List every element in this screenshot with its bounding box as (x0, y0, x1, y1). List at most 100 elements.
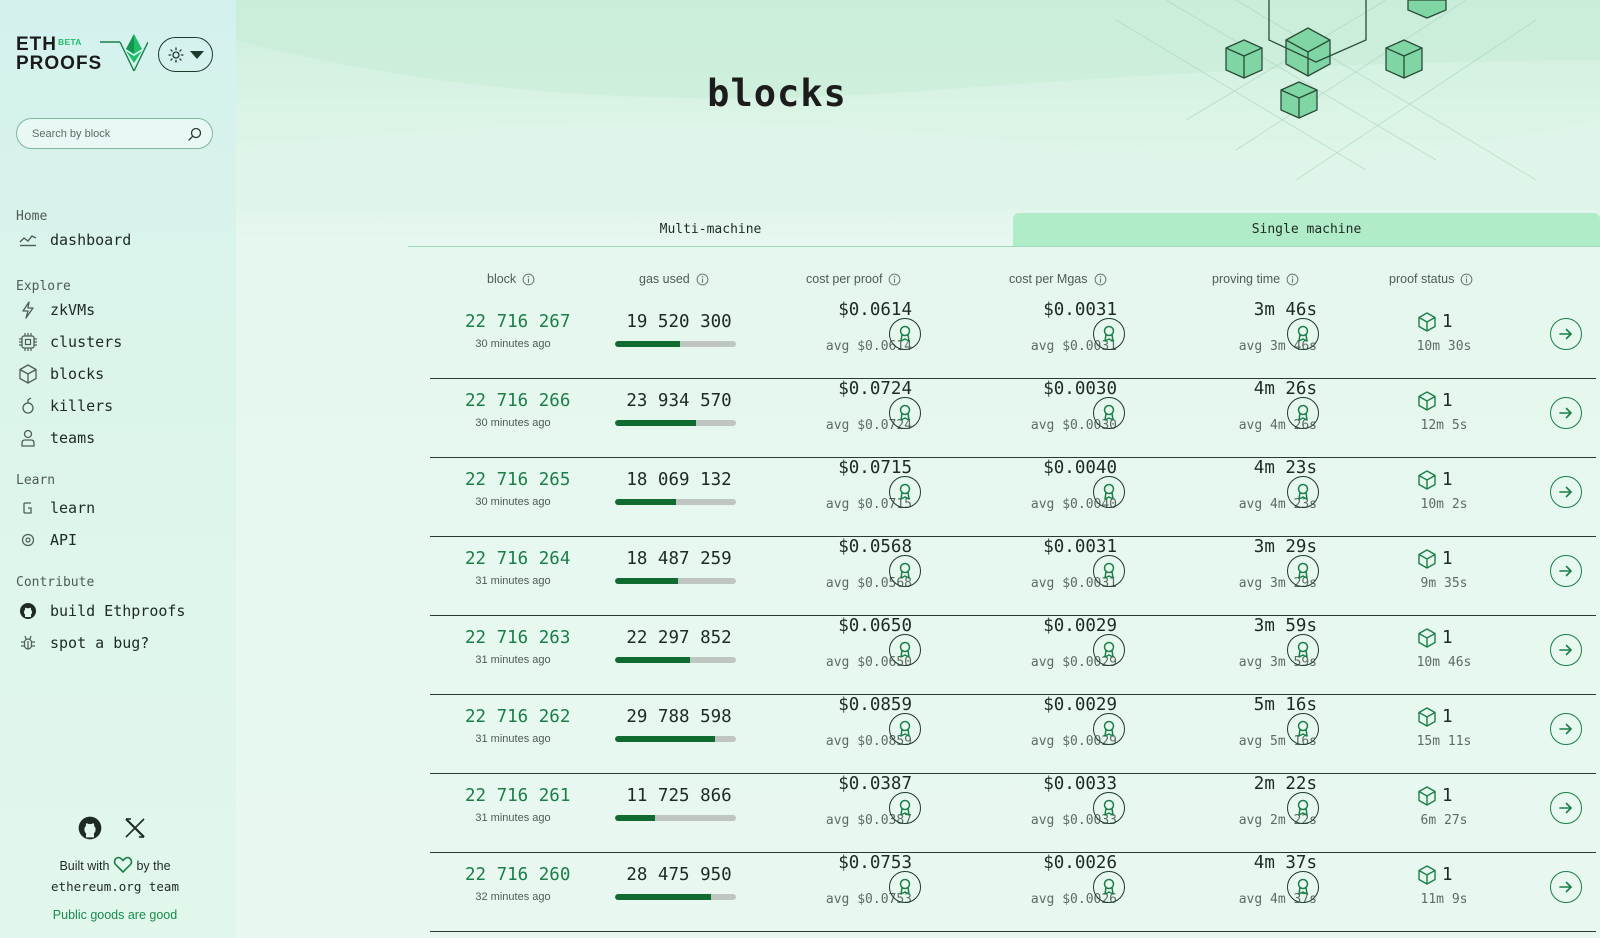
github-icon[interactable] (78, 816, 102, 840)
proof-count: 1 (1418, 470, 1488, 490)
view-block-button[interactable] (1550, 476, 1582, 508)
cost-per-mgas-award-button[interactable] (1093, 634, 1125, 666)
info-icon[interactable] (1460, 273, 1473, 286)
view-block-button[interactable] (1550, 397, 1582, 429)
proof-status-time: 10m 2s (1420, 497, 1468, 512)
proving-time-award-button[interactable] (1287, 476, 1319, 508)
block-number-link[interactable]: 22 716 260 (465, 865, 571, 885)
table-row[interactable]: 22 716 260 32 minutes ago 28 475 950 $0.… (430, 853, 1596, 932)
cpu-chip-icon (16, 330, 40, 354)
main-content (236, 0, 1600, 938)
block-number-link[interactable]: 22 716 262 (465, 707, 571, 727)
nav-item-teams[interactable]: teams (16, 424, 216, 452)
tab-single-machine[interactable]: Single machine (1013, 213, 1600, 246)
cost-per-proof-award-button[interactable] (889, 871, 921, 903)
column-header-block[interactable]: block (487, 272, 535, 286)
view-block-button[interactable] (1550, 555, 1582, 587)
theme-toggle-button[interactable] (158, 37, 213, 72)
block-number-link[interactable]: 22 716 261 (465, 786, 571, 806)
column-header-gas-used[interactable]: gas used (639, 272, 709, 286)
proving-time-award-button[interactable] (1287, 318, 1319, 350)
cost-per-proof-award-button[interactable] (889, 792, 921, 824)
cost-per-proof-award-button[interactable] (889, 397, 921, 429)
view-block-button[interactable] (1550, 713, 1582, 745)
cost-per-proof-award-button[interactable] (889, 713, 921, 745)
search-icon[interactable] (188, 127, 202, 141)
column-header-proof-status[interactable]: proof status (1389, 272, 1473, 286)
table-row[interactable]: 22 716 263 31 minutes ago 22 297 852 $0.… (430, 616, 1596, 695)
table-row[interactable]: 22 716 266 30 minutes ago 23 934 570 $0.… (430, 379, 1596, 458)
cost-per-mgas-award-button[interactable] (1093, 555, 1125, 587)
column-header-cost-per-mgas[interactable]: cost per Mgas (1009, 272, 1107, 286)
table-row[interactable]: 22 716 262 31 minutes ago 29 788 598 $0.… (430, 695, 1596, 774)
block-number-link[interactable]: 22 716 265 (465, 470, 571, 490)
table-row[interactable]: 22 716 267 30 minutes ago 19 520 300 $0.… (430, 300, 1596, 379)
cost-per-proof-value: $0.0715 (838, 458, 912, 478)
block-number-link[interactable]: 22 716 263 (465, 628, 571, 648)
proving-time-award-button[interactable] (1287, 713, 1319, 745)
nav-item-clusters[interactable]: clusters (16, 328, 216, 356)
column-header-proving-time[interactable]: proving time (1212, 272, 1299, 286)
gas-used-value: 22 297 852 (626, 628, 732, 648)
table-row[interactable]: 22 716 265 30 minutes ago 18 069 132 $0.… (430, 458, 1596, 537)
cube-icon (1418, 549, 1436, 569)
tab-multi-machine[interactable]: Multi-machine (659, 222, 762, 237)
view-block-button[interactable] (1550, 792, 1582, 824)
cost-per-mgas-award-button[interactable] (1093, 871, 1125, 903)
proof-count-value: 1 (1442, 470, 1453, 490)
ethereum-org-team-link[interactable]: ethereum.org team (51, 879, 179, 894)
nav-item-dashboard[interactable]: dashboard (16, 226, 216, 254)
column-header-cost-per-proof[interactable]: cost per proof (806, 272, 901, 286)
nav-item-spot-a-bug[interactable]: spot a bug? (16, 629, 216, 657)
block-number-link[interactable]: 22 716 264 (465, 549, 571, 569)
x-twitter-icon[interactable] (124, 817, 146, 839)
table-row[interactable]: 22 716 264 31 minutes ago 18 487 259 $0.… (430, 537, 1596, 616)
nav-item-zkvms[interactable]: zkVMs (16, 296, 216, 324)
sun-icon (167, 46, 184, 63)
nav-label-learn: learn (50, 499, 96, 517)
block-number-link[interactable]: 22 716 267 (465, 312, 571, 332)
proving-time-award-button[interactable] (1287, 634, 1319, 666)
info-icon[interactable] (1094, 273, 1107, 286)
info-icon[interactable] (1286, 273, 1299, 286)
nav-item-blocks[interactable]: blocks (16, 360, 216, 388)
cost-per-proof-award-button[interactable] (889, 555, 921, 587)
cost-per-proof-award-button[interactable] (889, 476, 921, 508)
award-icon (1103, 562, 1115, 579)
block-number-link[interactable]: 22 716 266 (465, 391, 571, 411)
nav-label-build-ethproofs: build Ethproofs (50, 602, 186, 620)
proving-time-award-button[interactable] (1287, 792, 1319, 824)
nav-item-learn[interactable]: learn (16, 494, 216, 522)
info-icon[interactable] (696, 273, 709, 286)
cost-per-proof-avg: avg $0.0724 (825, 418, 912, 433)
cube-icon (1418, 470, 1436, 490)
cost-per-mgas-award-button[interactable] (1093, 713, 1125, 745)
cost-per-mgas-award-button[interactable] (1093, 397, 1125, 429)
view-block-button[interactable] (1550, 318, 1582, 350)
cost-per-mgas-award-button[interactable] (1093, 476, 1125, 508)
view-block-button[interactable] (1550, 634, 1582, 666)
cost-per-proof-avg: avg $0.0715 (825, 497, 912, 512)
info-icon[interactable] (888, 273, 901, 286)
proving-time-award-button[interactable] (1287, 871, 1319, 903)
cost-per-mgas-award-button[interactable] (1093, 792, 1125, 824)
nav-item-build-ethproofs[interactable]: build Ethproofs (16, 597, 216, 625)
proving-time-award-button[interactable] (1287, 555, 1319, 587)
search-input[interactable] (32, 127, 188, 140)
info-icon[interactable] (522, 273, 535, 286)
proving-time-award-button[interactable] (1287, 397, 1319, 429)
cost-per-proof-award-button[interactable] (889, 634, 921, 666)
nav-item-api[interactable]: API (16, 526, 216, 554)
view-block-button[interactable] (1550, 871, 1582, 903)
ethproofs-logo[interactable]: ETH BETA PROOFS (16, 34, 148, 76)
table-row[interactable]: 22 716 261 31 minutes ago 11 725 866 $0.… (430, 774, 1596, 853)
lightning-icon (16, 298, 40, 322)
cost-per-proof-award-button[interactable] (889, 318, 921, 350)
cost-per-mgas-award-button[interactable] (1093, 318, 1125, 350)
cube-icon (1418, 391, 1436, 411)
nav-item-killers[interactable]: killers (16, 392, 216, 420)
cube-icon (1418, 707, 1436, 727)
award-icon (1297, 799, 1309, 816)
cube-icon (1418, 312, 1436, 332)
built-with-text: Built with by the (0, 856, 230, 874)
